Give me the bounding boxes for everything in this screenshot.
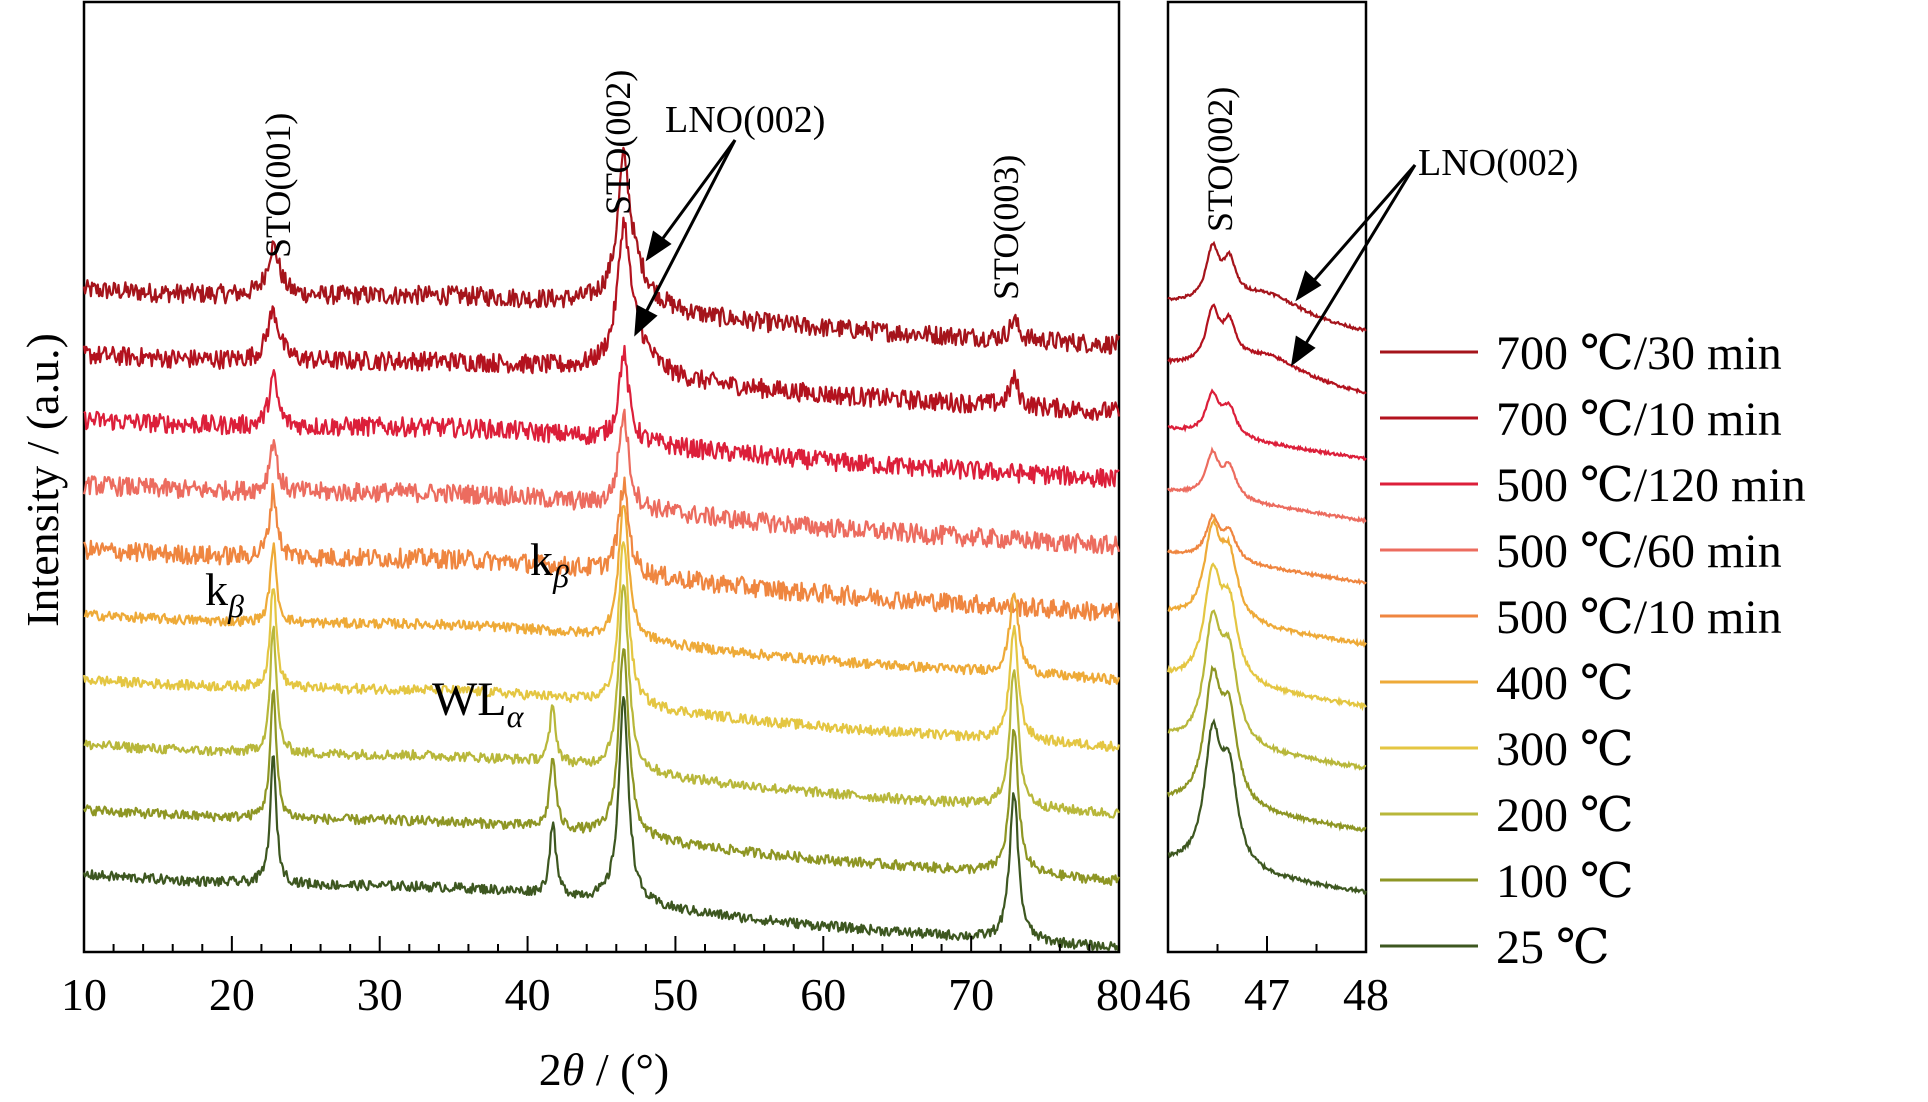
main-series-line	[82, 696, 1119, 952]
main-traces	[82, 146, 1121, 952]
lno-arrow-inset-2	[1300, 164, 1417, 351]
legend-label: 200 ℃	[1496, 789, 1634, 842]
x-tick-label: 70	[948, 969, 994, 1020]
main-series-line	[83, 344, 1120, 489]
main-series-line	[82, 216, 1121, 421]
legend-label: 500 ℃/120 min	[1496, 459, 1806, 512]
lno-arrow-inset-2-head	[1290, 335, 1316, 367]
main-series-line	[83, 504, 1121, 686]
main-series-line	[83, 476, 1121, 622]
annotation-sto002-main: STO(002)	[598, 70, 638, 215]
x-tick-label: 50	[652, 969, 698, 1020]
legend-label: 700 ℃/10 min	[1496, 393, 1782, 446]
main-series-line	[83, 584, 1120, 819]
annotation-wl-alpha-sub: α	[507, 698, 525, 734]
inset-x-ticks: 46 47 48	[1145, 936, 1389, 1020]
inset-x-tick-label: 46	[1145, 969, 1191, 1020]
lno-arrow-inset-1-head	[1295, 270, 1322, 302]
inset-series-line	[1167, 388, 1367, 461]
x-tick-label: 20	[209, 969, 255, 1020]
y-axis-label: Intensity / (a.u.)	[17, 333, 68, 627]
annotation-wl-alpha-main: WL	[432, 673, 507, 726]
x-tick-label: 80	[1096, 969, 1142, 1020]
inset-series-line	[1167, 609, 1367, 771]
annotation-kbeta-right-sub: β	[552, 558, 569, 594]
main-series-line	[82, 408, 1121, 556]
annotation-sto001: STO(001)	[258, 113, 298, 258]
annotation-kbeta-right-main: k	[530, 534, 553, 585]
inset-x-tick-label: 47	[1244, 969, 1290, 1020]
inset-series-line	[1167, 303, 1367, 395]
legend-label: 500 ℃/10 min	[1496, 591, 1782, 644]
main-series-line	[82, 541, 1121, 752]
inset-series-line	[1167, 717, 1368, 896]
lno-arrow-main-2	[641, 139, 737, 319]
x-tick-label: 10	[61, 969, 107, 1020]
x-axis-label-suffix: / (°)	[584, 1044, 669, 1095]
inset-x-tick-label: 48	[1343, 969, 1389, 1020]
inset-series-line	[1167, 517, 1367, 648]
main-x-ticks: 10 20 30 40 50 60 70 80	[61, 936, 1142, 1020]
annotation-kbeta-left-sub: β	[227, 588, 244, 624]
main-series-line	[83, 648, 1120, 886]
annotation-kbeta-right: kβ	[530, 534, 569, 594]
inset-series-line	[1167, 512, 1367, 586]
lno-arrows-main	[634, 139, 737, 337]
annotation-kbeta-left: kβ	[205, 564, 244, 624]
main-plot-frame	[82, 0, 1121, 954]
lno-arrow-main-1	[656, 139, 737, 246]
annotation-kbeta-left-main: k	[205, 564, 228, 615]
inset-series-line	[1167, 446, 1367, 525]
annotation-lno002-main: LNO(002)	[665, 99, 825, 141]
inset-series-line	[1167, 240, 1367, 333]
annotation-lno002-inset: LNO(002)	[1418, 142, 1578, 184]
legend-label: 500 ℃/60 min	[1496, 525, 1782, 578]
legend-label: 100 ℃	[1496, 855, 1634, 908]
legend-label: 300 ℃	[1496, 723, 1634, 776]
annotation-sto002-inset: STO(002)	[1200, 87, 1240, 232]
main-series-line	[82, 146, 1121, 355]
lno-arrow-main-1-head	[645, 230, 672, 262]
x-axis-label-prefix: 2	[539, 1044, 562, 1095]
lno-arrow-main-2-head	[634, 304, 658, 337]
x-tick-label: 30	[357, 969, 403, 1020]
annotation-sto003: STO(003)	[986, 155, 1026, 300]
legend-label: 700 ℃/30 min	[1496, 327, 1782, 380]
annotation-wl-alpha: WLα	[432, 673, 525, 734]
inset-series-line	[1166, 664, 1367, 833]
x-tick-label: 40	[505, 969, 551, 1020]
legend-label: 25 ℃	[1496, 921, 1610, 974]
x-tick-label: 60	[800, 969, 846, 1020]
lno-arrows-inset	[1290, 164, 1417, 367]
x-axis-label-symbol: θ	[562, 1044, 585, 1095]
x-axis-label: 2θ / (°)	[539, 1044, 669, 1095]
inset-traces	[1166, 240, 1368, 896]
inset-series-line	[1166, 562, 1367, 712]
legend-label: 400 ℃	[1496, 657, 1634, 710]
legend: 700 ℃/30 min 700 ℃/10 min 500 ℃/120 min 500…	[1380, 327, 1806, 974]
lno-arrow-inset-1	[1308, 164, 1417, 286]
